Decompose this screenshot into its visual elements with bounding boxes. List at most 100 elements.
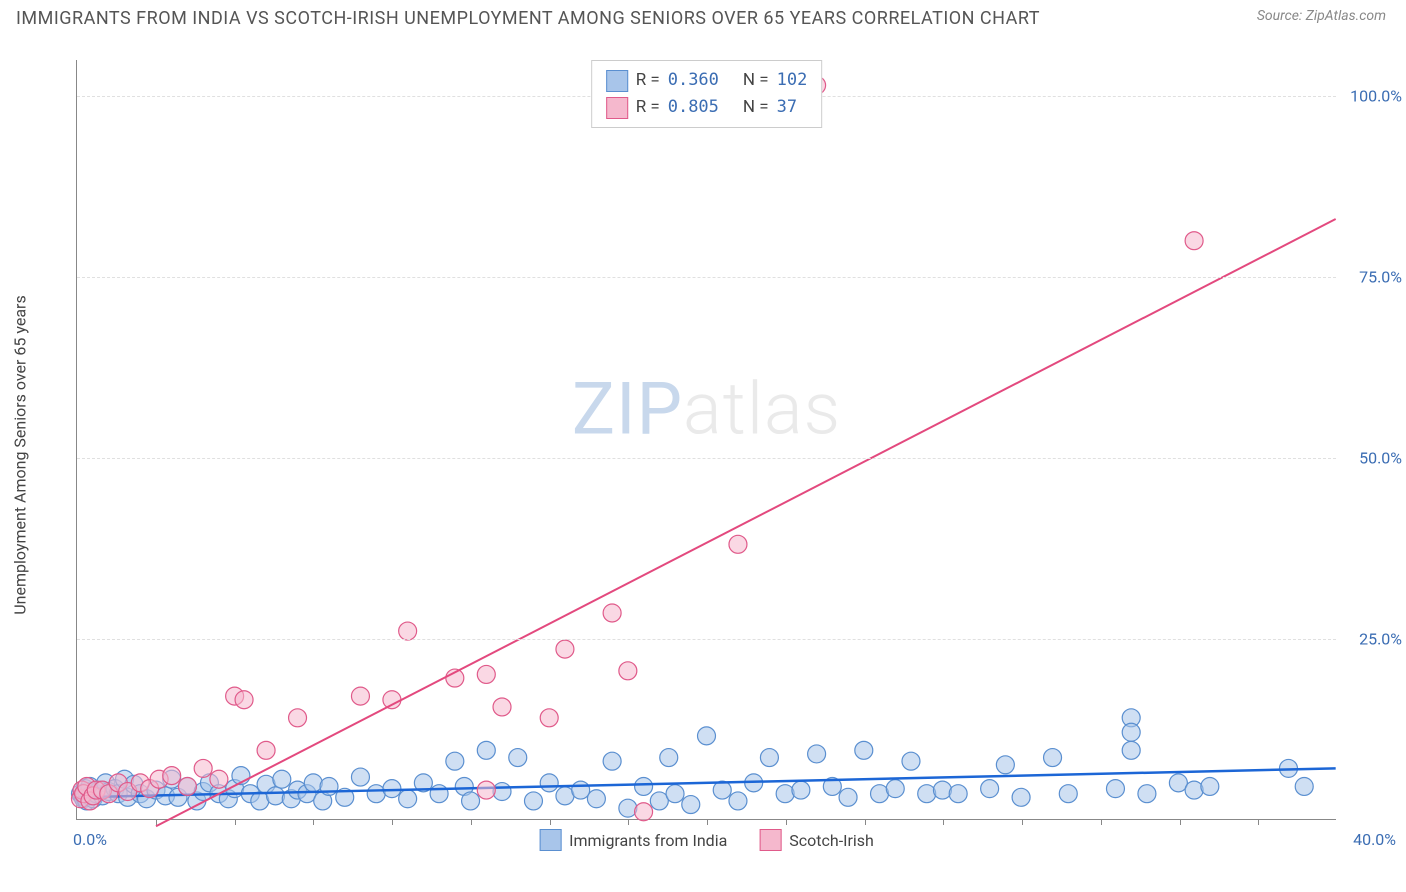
x-tick bbox=[235, 819, 236, 825]
scatter-point bbox=[1138, 785, 1156, 803]
scatter-point bbox=[493, 698, 511, 716]
x-tick bbox=[628, 819, 629, 825]
scatter-point bbox=[462, 792, 480, 810]
scatter-point bbox=[540, 774, 558, 792]
legend-swatch-scotch-2 bbox=[759, 829, 781, 851]
plot-area: ZIPatlas R = 0.360 N = 102 R = 0.805 N =… bbox=[76, 60, 1336, 820]
trend-line bbox=[156, 219, 1336, 826]
x-tick bbox=[865, 819, 866, 825]
scatter-point bbox=[886, 780, 904, 798]
x-tick bbox=[786, 819, 787, 825]
scatter-point bbox=[257, 741, 275, 759]
scatter-point bbox=[524, 792, 542, 810]
scatter-point bbox=[587, 790, 605, 808]
scatter-point bbox=[808, 745, 826, 763]
source-attribution: Source: ZipAtlas.com bbox=[1257, 8, 1386, 24]
y-axis-label: Unemployment Among Seniors over 65 years bbox=[11, 295, 30, 614]
scatter-point bbox=[1295, 777, 1313, 795]
scatter-point bbox=[619, 662, 637, 680]
gridline bbox=[77, 277, 1336, 278]
scatter-point bbox=[1044, 749, 1062, 767]
scatter-point bbox=[210, 770, 228, 788]
legend-row-scotch: R = 0.805 N = 37 bbox=[606, 94, 808, 121]
scatter-point bbox=[304, 774, 322, 792]
x-axis-end-label: 40.0% bbox=[1353, 830, 1396, 849]
x-tick bbox=[707, 819, 708, 825]
gridline bbox=[77, 639, 1336, 640]
scatter-point bbox=[776, 785, 794, 803]
x-tick bbox=[1022, 819, 1023, 825]
legend-swatch-india-2 bbox=[539, 829, 561, 851]
legend-series: Immigrants from India Scotch-Irish bbox=[539, 829, 874, 851]
scatter-point bbox=[430, 785, 448, 803]
chart-title: IMMIGRANTS FROM INDIA VS SCOTCH-IRISH UN… bbox=[16, 8, 1040, 29]
x-tick bbox=[156, 819, 157, 825]
scatter-point bbox=[383, 780, 401, 798]
x-tick bbox=[1258, 819, 1259, 825]
scatter-point bbox=[556, 640, 574, 658]
scatter-point bbox=[635, 777, 653, 795]
scatter-point bbox=[194, 759, 212, 777]
scatter-point bbox=[1185, 781, 1203, 799]
scatter-point bbox=[1122, 741, 1140, 759]
y-tick-label: 100.0% bbox=[1350, 87, 1402, 106]
scatter-point bbox=[509, 749, 527, 767]
x-axis-start-label: 0.0% bbox=[73, 830, 107, 849]
scatter-point bbox=[902, 752, 920, 770]
scatter-point bbox=[477, 781, 495, 799]
scatter-point bbox=[981, 780, 999, 798]
scatter-point bbox=[682, 796, 700, 814]
scatter-point bbox=[1012, 788, 1030, 806]
scatter-point bbox=[996, 756, 1014, 774]
scatter-point bbox=[1106, 780, 1124, 798]
scatter-point bbox=[603, 752, 621, 770]
scatter-point bbox=[729, 535, 747, 553]
x-tick bbox=[1101, 819, 1102, 825]
x-tick bbox=[550, 819, 551, 825]
scatter-point bbox=[267, 787, 285, 805]
scatter-point bbox=[572, 781, 590, 799]
x-tick bbox=[392, 819, 393, 825]
scatter-point bbox=[351, 768, 369, 786]
scatter-point bbox=[399, 790, 417, 808]
scatter-point bbox=[289, 709, 307, 727]
scatter-point bbox=[666, 785, 684, 803]
legend-correlation: R = 0.360 N = 102 R = 0.805 N = 37 bbox=[591, 60, 823, 128]
scatter-point bbox=[1122, 723, 1140, 741]
legend-item-scotch: Scotch-Irish bbox=[759, 829, 874, 851]
scatter-point bbox=[235, 691, 253, 709]
x-tick bbox=[313, 819, 314, 825]
legend-swatch-scotch bbox=[606, 97, 628, 119]
scatter-svg bbox=[77, 60, 1336, 819]
scatter-point bbox=[729, 792, 747, 810]
scatter-point bbox=[446, 752, 464, 770]
y-tick-label: 75.0% bbox=[1359, 268, 1402, 287]
scatter-point bbox=[1201, 777, 1219, 795]
scatter-point bbox=[399, 622, 417, 640]
scatter-point bbox=[477, 665, 495, 683]
legend-row-india: R = 0.360 N = 102 bbox=[606, 67, 808, 94]
scatter-point bbox=[635, 803, 653, 821]
scatter-point bbox=[1059, 785, 1077, 803]
x-tick bbox=[1180, 819, 1181, 825]
scatter-point bbox=[477, 741, 495, 759]
legend-swatch-india bbox=[606, 70, 628, 92]
chart-container: Unemployment Among Seniors over 65 years… bbox=[48, 60, 1388, 850]
y-tick-label: 50.0% bbox=[1359, 449, 1402, 468]
scatter-point bbox=[163, 767, 181, 785]
scatter-point bbox=[660, 749, 678, 767]
scatter-point bbox=[540, 709, 558, 727]
scatter-point bbox=[351, 687, 369, 705]
x-tick bbox=[471, 819, 472, 825]
scatter-point bbox=[760, 749, 778, 767]
scatter-point bbox=[698, 727, 716, 745]
scatter-point bbox=[273, 770, 291, 788]
scatter-point bbox=[792, 781, 810, 799]
scatter-point bbox=[839, 788, 857, 806]
scatter-point bbox=[603, 604, 621, 622]
scatter-point bbox=[1185, 232, 1203, 250]
legend-item-india: Immigrants from India bbox=[539, 829, 727, 851]
scatter-point bbox=[178, 777, 196, 795]
scatter-point bbox=[383, 691, 401, 709]
scatter-point bbox=[619, 799, 637, 817]
